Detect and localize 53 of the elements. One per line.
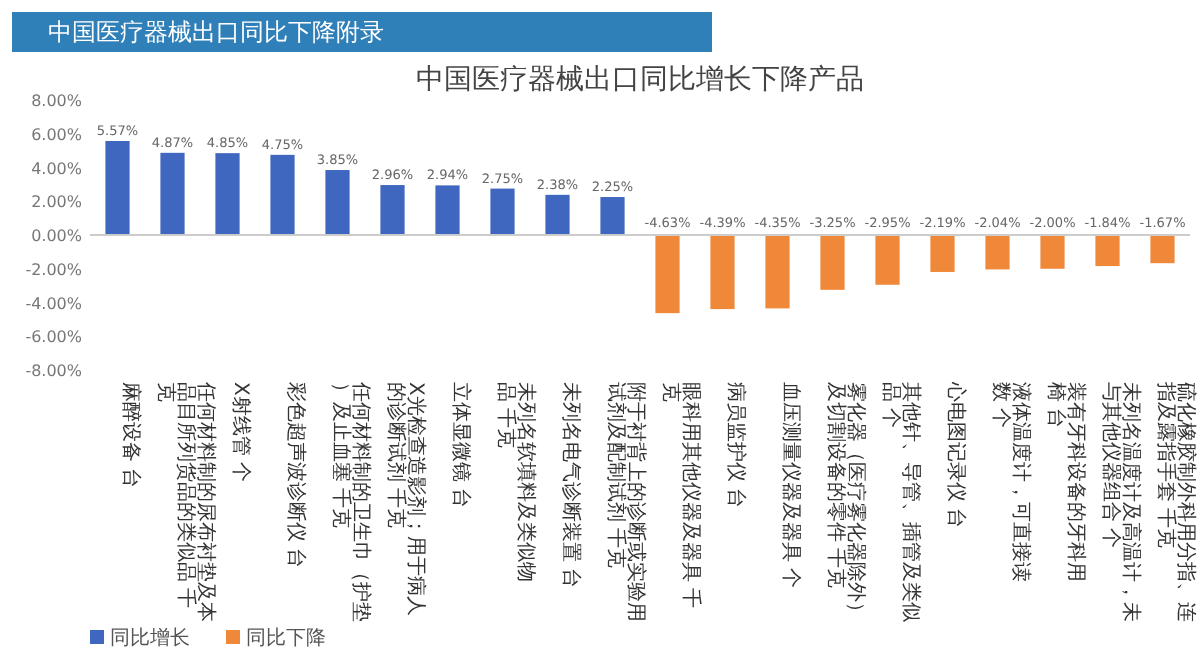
text: 中国医疗器械出口同比下降附录 xyxy=(48,18,384,46)
x-tick-label: 附于衬背上的诊断或实验用试剂及配制试剂 千克 xyxy=(603,382,648,622)
x-tick-label: 眼科用其他仪器及器具 千克 xyxy=(658,382,703,609)
bar xyxy=(1040,235,1065,269)
y-tick-label: 4.00% xyxy=(31,159,83,178)
x-tick-label: 任何材料制的卫生巾（护垫）及止血塞 千克 xyxy=(328,380,373,622)
bar xyxy=(1150,235,1175,264)
bar xyxy=(600,197,625,235)
bar xyxy=(270,154,295,235)
bar xyxy=(435,185,460,235)
x-tick-label: 未列名温度计及高温计，未与其他仪器组合 个 xyxy=(1098,382,1143,622)
chart-title: 中国医疗器械出口同比增长下降产品 xyxy=(416,64,864,96)
bar xyxy=(160,152,185,235)
x-tick-label: 心电图记录仪 台 xyxy=(943,380,968,529)
x-tick-label: 液体温度计，可直接读数 个 xyxy=(988,382,1033,582)
bar xyxy=(985,235,1010,270)
bar xyxy=(765,235,790,309)
bar xyxy=(655,235,680,314)
bar xyxy=(710,235,735,310)
y-tick-label: 0.00% xyxy=(31,227,83,245)
x-tick-label: 未列名软填料及类似物品 千克 xyxy=(493,382,538,582)
x-tick-label: 彩色超声波诊断仪 台 xyxy=(283,382,308,569)
bar xyxy=(1095,235,1120,267)
bar xyxy=(215,153,240,235)
bar xyxy=(875,235,900,285)
bar xyxy=(105,141,130,235)
x-tick-label: 其他针、导管、插管及类似品 个 xyxy=(878,382,923,622)
bar xyxy=(820,235,845,290)
y-tick-label: -8.00% xyxy=(25,362,83,380)
y-tick-label: 2.00% xyxy=(31,193,83,212)
bar xyxy=(930,235,955,272)
bar xyxy=(325,170,350,235)
x-tick-label: X光检查造影剂；用于病人的诊断试剂 千克 xyxy=(383,382,428,616)
y-tick-label: 8.00% xyxy=(31,92,83,110)
y-tick-label: -2.00% xyxy=(25,260,83,279)
legend-label: 同比增长 xyxy=(110,626,190,650)
x-tick-label: 雾化器（医疗雾化器除外）及切割设备的零件 千克 xyxy=(823,382,868,622)
x-tick-label: 立体显微镜 台 xyxy=(448,382,473,509)
bar xyxy=(380,185,405,235)
bar xyxy=(545,194,570,235)
x-tick-label: 装有牙科设备的牙科用椅 台 xyxy=(1043,382,1088,582)
x-tick-label: X射线管 个 xyxy=(228,382,253,483)
x-tick-label: 麻醉设备 台 xyxy=(118,382,143,489)
y-tick-label: -6.00% xyxy=(25,328,83,347)
y-tick-label: -4.00% xyxy=(25,294,83,313)
y-tick-label: 6.00% xyxy=(31,125,83,144)
x-tick-label: 硫化橡胶制外科用分指、连指及露指手套 千克 xyxy=(1153,380,1198,622)
bar xyxy=(490,188,515,235)
x-tick-label: 病员监护仪 台 xyxy=(723,382,748,509)
x-tick-label: 未列名电气诊断装置 台 xyxy=(558,382,583,589)
legend-label: 同比下降 xyxy=(246,626,326,650)
x-tick-label: 血压测量仪器及器具 个 xyxy=(778,382,803,589)
x-tick-label: 任何材料制的尿布衬垫及本品目所列货品的类似品 千克 xyxy=(153,380,218,622)
